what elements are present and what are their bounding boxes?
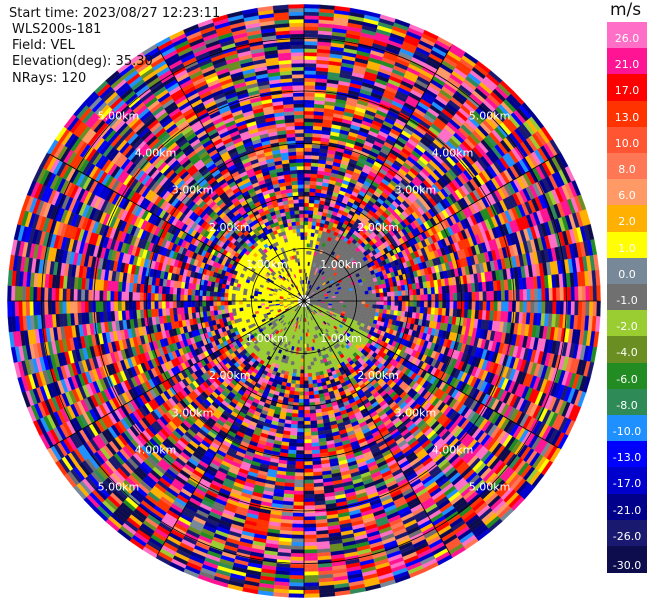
colorbar-bin (607, 126, 647, 154)
field-label: Field: VEL (12, 38, 75, 53)
range-ring-label: 4.00km (135, 147, 177, 160)
colorbar-tick-label: -13.0 (612, 451, 642, 465)
range-ring-label: 2.00km (357, 369, 399, 382)
range-ring-label: 4.00km (135, 444, 177, 457)
range-ring-label: 1.00km (320, 258, 362, 271)
range-ring-label: 5.00km (98, 481, 140, 494)
range-ring-label: 2.00km (357, 221, 399, 234)
range-ring-label: 2.00km (209, 369, 251, 382)
colorbar-tick-label: -10.0 (612, 425, 642, 438)
range-ring-label: 3.00km (172, 406, 214, 419)
colorbar-bin (607, 415, 647, 442)
range-ring-label: 1.00km (320, 332, 362, 345)
colorbar-bin (607, 493, 647, 521)
colorbar-bin (607, 284, 647, 311)
range-ring-labels: 1.00km 1.00km 1.00km 1.00km 2.00km 2.00km 2.00… (98, 109, 511, 493)
instrument-label: WLS200s-181 (12, 22, 102, 37)
colorbar-tick-label: -2.0 (616, 320, 638, 334)
range-ring-label: 4.00km (432, 147, 474, 160)
velocity-gates (7, 4, 601, 598)
azimuth-lines (10, 7, 598, 595)
colorbar-bin (607, 310, 647, 337)
range-ring-label: 5.00km (98, 109, 140, 122)
colorbar-tick-label: -1.0 (616, 294, 638, 307)
colorbar-bin (607, 441, 647, 468)
azimuth-line-240 (49, 300, 305, 449)
colorbar-tick-label: -4.0 (616, 346, 638, 360)
range-ring-label: 3.00km (395, 406, 437, 419)
colorbar-bin (607, 48, 647, 75)
colorbar-tick-label: 0.0 (618, 267, 636, 281)
azimuth-line-300 (49, 153, 305, 302)
colorbar-bin (607, 74, 647, 102)
colorbar-bin (607, 388, 647, 416)
colorbar-tick-label: 26.0 (614, 32, 640, 45)
colorbar-bin (607, 179, 647, 206)
colorbar-bin (607, 100, 647, 128)
colorbar-bin (607, 22, 647, 49)
colorbar-tick-label: 6.0 (618, 189, 636, 203)
colorbar-bin (607, 467, 647, 495)
azimuth-line-120 (303, 300, 559, 449)
range-ring-label: 5.00km (469, 481, 511, 494)
colorbar-tick-label: 21.0 (614, 58, 640, 72)
colorbar-bin (607, 546, 647, 573)
colorbar-tick-label: -6.0 (616, 372, 638, 386)
range-ring-label: 1.00km (246, 258, 288, 271)
colorbar-tick-label: 10.0 (614, 136, 640, 150)
azimuth-line-210 (156, 300, 305, 556)
range-ring-label: 3.00km (172, 184, 214, 197)
colorbar-bin (607, 205, 647, 233)
colorbar-bin (607, 336, 647, 364)
colorbar-tick-label: -21.0 (612, 503, 642, 517)
colorbar-tick-label: -8.0 (616, 398, 638, 412)
colorbar-unit: m/s (610, 0, 642, 20)
azimuth-line-330 (156, 46, 305, 302)
range-ring-label: 3.00km (395, 184, 437, 197)
nrays-label: NRays: 120 (12, 71, 87, 86)
elevation-label: Elevation(deg): 35.30 (12, 54, 153, 69)
colorbar-tick-label: -30.0 (612, 559, 642, 573)
colorbar-tick-label: 17.0 (614, 84, 640, 98)
azimuth-line-60 (303, 153, 559, 302)
colorbar-bin (607, 153, 647, 180)
colorbar-bin (607, 519, 647, 547)
colorbar-bin (607, 362, 647, 390)
colorbar-tick-label: 8.0 (618, 163, 636, 176)
colorbar-tick-label: 1.0 (618, 241, 636, 255)
colorbar-tick-label: 2.0 (618, 215, 636, 229)
colorbar-tick-label: 13.0 (614, 110, 640, 124)
colorbar-tick-label: -26.0 (612, 529, 642, 543)
start-time-label: Start time: 2023/08/27 12:23:11 (9, 6, 221, 21)
range-ring-label: 2.00km (209, 221, 251, 234)
colorbar-bin (607, 257, 647, 285)
azimuth-line-30 (303, 46, 452, 302)
azimuth-line-150 (303, 300, 452, 556)
range-ring-label: 4.00km (432, 444, 474, 457)
colorbar-tick-label: -17.0 (612, 477, 642, 491)
colorbar-bin (607, 231, 647, 259)
range-ring-label: 5.00km (469, 109, 511, 122)
range-ring-label: 1.00km (246, 332, 288, 345)
